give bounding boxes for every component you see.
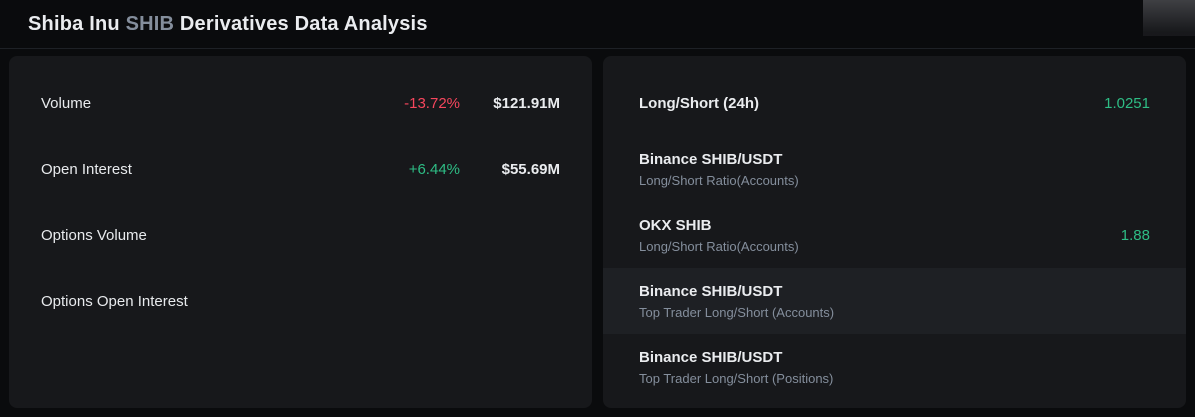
ratio-row-title: Binance SHIB/USDT bbox=[639, 348, 783, 366]
metric-label: Volume bbox=[41, 94, 92, 112]
ratio-row-subtitle: Top Trader Long/Short (Positions) bbox=[639, 370, 834, 386]
page-title-ticker: SHIB bbox=[125, 13, 175, 35]
ratio-row-value: 1.88 bbox=[1120, 226, 1150, 244]
ratio-row-binance-accounts[interactable]: Binance SHIB/USDT Long/Short Ratio(Accou… bbox=[603, 136, 1186, 202]
metric-label: Open Interest bbox=[41, 160, 132, 178]
ratio-row-text: Binance SHIB/USDT Top Trader Long/Short … bbox=[639, 349, 1150, 386]
metric-label: Options Open Interest bbox=[41, 292, 188, 310]
metric-change: -13.72% bbox=[404, 94, 460, 112]
section-header: Shiba Inu SHIB Derivatives Data Analysis bbox=[0, 0, 1195, 49]
ratio-row-okx-accounts[interactable]: OKX SHIB Long/Short Ratio(Accounts) 1.88 bbox=[603, 202, 1186, 268]
long-short-ratio-panel: Long/Short (24h) 1.0251 Binance SHIB/USD… bbox=[603, 56, 1186, 408]
ratio-row-subtitle: Long/Short Ratio(Accounts) bbox=[639, 238, 799, 254]
metric-change: +6.44% bbox=[408, 160, 460, 178]
ratio-row-value: 1.0251 bbox=[1104, 94, 1150, 112]
ratio-row-text: Binance SHIB/USDT Top Trader Long/Short … bbox=[639, 283, 1150, 320]
metric-row-open-interest[interactable]: Open Interest +6.44% $55.69M bbox=[9, 136, 592, 202]
ratio-row-text: Long/Short (24h) bbox=[639, 95, 1104, 112]
page-title-rest: Derivatives Data Analysis bbox=[174, 13, 428, 35]
ratio-row-text: Binance SHIB/USDT Long/Short Ratio(Accou… bbox=[639, 151, 1150, 188]
ratio-row-title: Long/Short (24h) bbox=[639, 94, 759, 112]
ratio-row-subtitle: Top Trader Long/Short (Accounts) bbox=[639, 304, 835, 320]
metric-row-options-open-interest[interactable]: Options Open Interest bbox=[9, 268, 592, 334]
ratio-row-text: OKX SHIB Long/Short Ratio(Accounts) bbox=[639, 217, 1121, 254]
ratio-row-title: OKX SHIB bbox=[639, 216, 712, 234]
ratio-row-subtitle: Long/Short Ratio(Accounts) bbox=[639, 172, 799, 188]
page-title: Shiba Inu SHIB Derivatives Data Analysis bbox=[28, 13, 1167, 36]
metric-row-options-volume[interactable]: Options Volume bbox=[9, 202, 592, 268]
metric-value: $121.91M bbox=[493, 94, 560, 112]
ratio-row-long-short-24h[interactable]: Long/Short (24h) 1.0251 bbox=[603, 70, 1186, 136]
derivatives-metrics-panel: Volume -13.72% $121.91M Open Interest +6… bbox=[9, 56, 592, 408]
ratio-row-binance-top-trader-positions[interactable]: Binance SHIB/USDT Top Trader Long/Short … bbox=[603, 334, 1186, 400]
metric-value: $55.69M bbox=[501, 160, 560, 178]
ratio-row-title: Binance SHIB/USDT bbox=[639, 150, 783, 168]
page-title-coin: Shiba Inu bbox=[28, 13, 126, 35]
ratio-row-title: Binance SHIB/USDT bbox=[639, 282, 783, 300]
metric-label: Options Volume bbox=[41, 226, 147, 244]
ratio-row-binance-top-trader-accounts[interactable]: Binance SHIB/USDT Top Trader Long/Short … bbox=[603, 268, 1186, 334]
panels-container: Volume -13.72% $121.91M Open Interest +6… bbox=[0, 49, 1195, 413]
metric-row-volume[interactable]: Volume -13.72% $121.91M bbox=[9, 70, 592, 136]
partial-overlay-element bbox=[1143, 0, 1195, 36]
